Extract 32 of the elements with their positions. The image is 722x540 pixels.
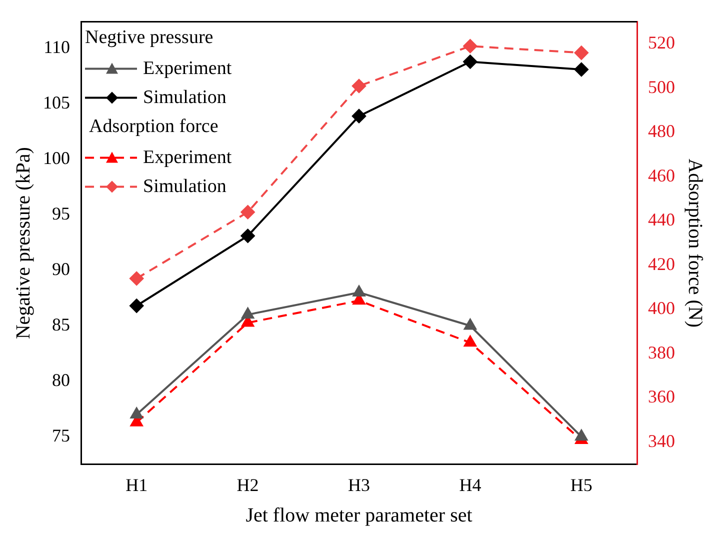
y-tick-label: 90 <box>52 259 70 280</box>
y-tick-label: 110 <box>44 37 70 58</box>
y2-tick-label: 500 <box>648 76 675 97</box>
x-tick-label: H1 <box>126 474 148 495</box>
y2-tick-label: 440 <box>648 210 675 230</box>
y-tick-label: 75 <box>52 425 70 446</box>
x-tick-label: H2 <box>236 474 259 495</box>
x-axis-title: Jet flow meter parameter set <box>246 504 473 526</box>
annotation: Negtive pressure <box>85 26 214 48</box>
y-axis-title: Negative pressure (kPa) <box>12 147 34 340</box>
x-tick-label: H4 <box>459 474 482 495</box>
legend-label: Simulation <box>143 176 227 197</box>
y-tick-label: 95 <box>52 204 70 224</box>
y2-tick-label: 340 <box>648 431 675 452</box>
x-tick-label: H5 <box>570 474 592 495</box>
y2-tick-label: 380 <box>648 342 675 362</box>
annotation: Adsorption force <box>89 116 218 137</box>
y2-tick-label: 400 <box>648 298 675 318</box>
legend-label: Experiment <box>143 146 232 168</box>
y-tick-label: 100 <box>43 148 70 168</box>
y2-tick-label: 520 <box>648 32 675 53</box>
y2-tick-label: 460 <box>648 165 675 186</box>
y-tick-label: 105 <box>43 92 70 113</box>
legend-label: Experiment <box>143 58 232 79</box>
legend-label: Simulation <box>143 86 227 108</box>
x-tick-label: H3 <box>348 474 370 495</box>
y-tick-label: 80 <box>52 370 70 390</box>
y2-tick-label: 360 <box>648 386 675 407</box>
y-tick-label: 85 <box>52 314 70 334</box>
y2-tick-label: 420 <box>648 254 675 274</box>
y2-tick-label: 480 <box>648 121 675 142</box>
y2-axis-title: Adsorption force (N) <box>684 158 706 328</box>
